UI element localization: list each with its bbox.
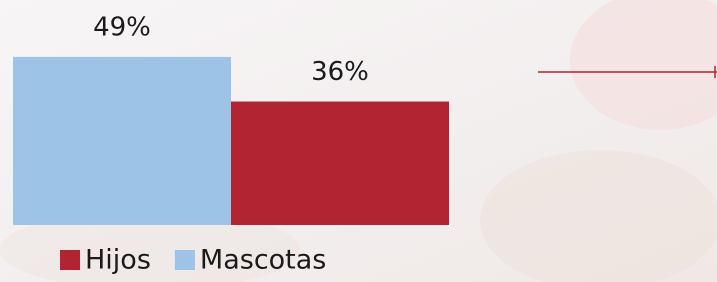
bar	[231, 102, 449, 225]
bar	[13, 57, 231, 225]
legend-label: Hijos	[85, 245, 151, 276]
legend-swatch	[175, 250, 195, 270]
page: {"chart_data": {"type": "bar", "categori…	[0, 0, 717, 282]
value-label: 49%	[93, 12, 151, 42]
legend-swatch	[60, 250, 80, 270]
legend-label: Mascotas	[200, 245, 326, 276]
value-label: 36%	[311, 57, 369, 87]
chart: 36% 49% Hijos Mascotas	[0, 0, 717, 282]
